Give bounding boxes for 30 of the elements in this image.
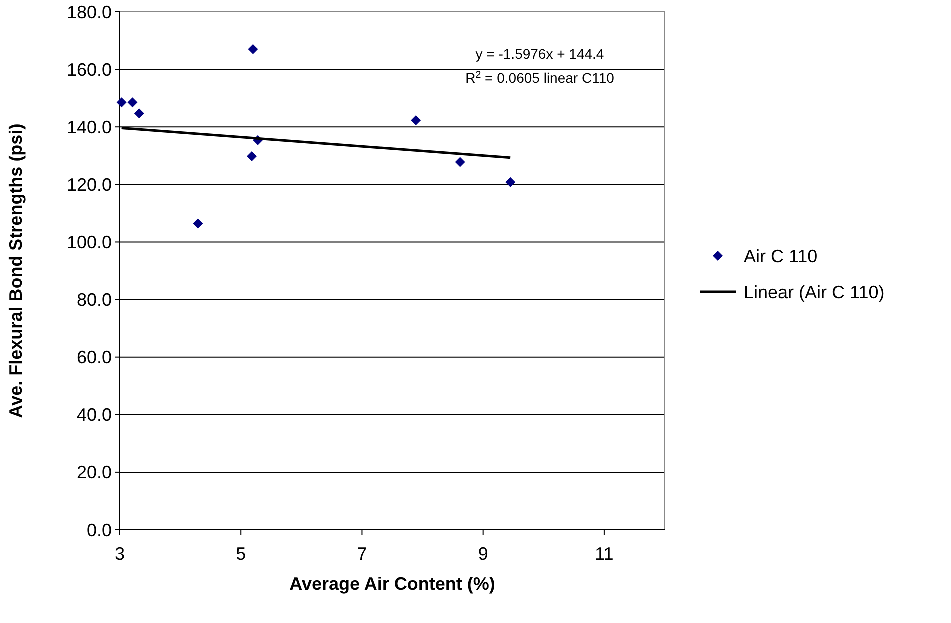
- point: [248, 44, 258, 54]
- point: [247, 151, 258, 162]
- y-tick-label: 120.0: [66, 174, 112, 195]
- y-tick-label: 180.0: [66, 2, 112, 22]
- legend-label: Air C 110: [744, 246, 818, 266]
- point: [455, 157, 466, 168]
- y-tick-label: 140.0: [66, 117, 112, 138]
- y-tick-label: 20.0: [76, 462, 112, 483]
- legend-label: Linear (Air C 110): [744, 282, 885, 302]
- y-tick-label: 100.0: [66, 232, 112, 253]
- x-tick-label: 3: [114, 544, 126, 564]
- y-tick-label: 0.0: [86, 520, 112, 540]
- point: [116, 98, 127, 108]
- annotation: R$^{2}$ = 0.0605 linear C110: [466, 70, 615, 86]
- point: [134, 108, 144, 119]
- x-tick-label: 9: [478, 544, 488, 564]
- x-tick-label: 11: [595, 544, 614, 564]
- x-tick-label: 5: [236, 544, 246, 564]
- annotation: y = -1.5976x + 144.4: [476, 46, 604, 62]
- point: [128, 98, 138, 108]
- x-tick-label: 7: [357, 544, 368, 564]
- y-tick-label: 80.0: [76, 290, 112, 310]
- y-axis-title: Ave. Flexural Bond Strengths (psi): [6, 124, 26, 418]
- x-axis-title: Average Air Content (%): [290, 574, 496, 594]
- point: [411, 115, 422, 126]
- y-tick-label: 40.0: [76, 405, 112, 426]
- y-tick-label: 60.0: [76, 348, 112, 368]
- y-tick-label: 160.0: [66, 60, 112, 80]
- point: [193, 218, 204, 229]
- point: [506, 177, 516, 188]
